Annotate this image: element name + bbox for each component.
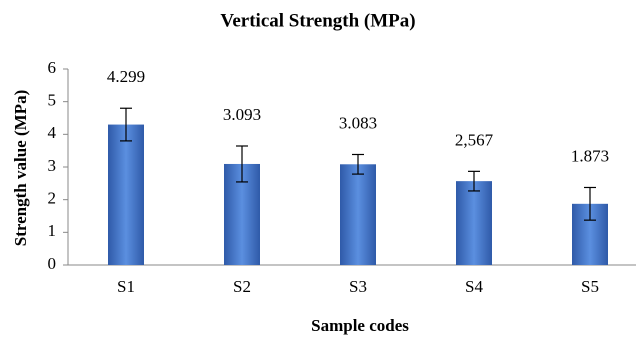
- error-bar: [468, 170, 480, 192]
- error-bar: [120, 107, 132, 142]
- y-tick-label: 3: [48, 156, 57, 175]
- y-tick-label: 6: [48, 58, 57, 77]
- x-axis-title: Sample codes: [311, 316, 409, 335]
- bar: [456, 181, 492, 265]
- bar: [340, 164, 376, 265]
- data-label: 2,567: [455, 130, 494, 149]
- data-label: 3.083: [339, 113, 377, 132]
- y-tick-label: 5: [48, 91, 57, 110]
- data-label: 4.299: [107, 67, 145, 86]
- x-tick-label: S1: [117, 277, 135, 296]
- y-tick-label: 0: [48, 254, 57, 273]
- data-label: 1.873: [571, 146, 609, 165]
- x-tick-label: S2: [233, 277, 251, 296]
- y-tick-label: 1: [48, 221, 57, 240]
- y-axis-title: Strength value (MPa): [11, 90, 30, 246]
- y-tick-label: 4: [48, 123, 57, 142]
- bar: [108, 124, 144, 265]
- y-tick-label: 2: [48, 189, 57, 208]
- error-bar: [352, 153, 364, 175]
- data-label: 3.093: [223, 105, 261, 124]
- error-bar: [236, 145, 248, 183]
- chart-title: Vertical Strength (MPa): [220, 10, 415, 31]
- x-tick-label: S3: [349, 277, 367, 296]
- x-tick-label: S4: [465, 277, 483, 296]
- error-bar: [584, 186, 596, 221]
- x-tick-label: S5: [581, 277, 599, 296]
